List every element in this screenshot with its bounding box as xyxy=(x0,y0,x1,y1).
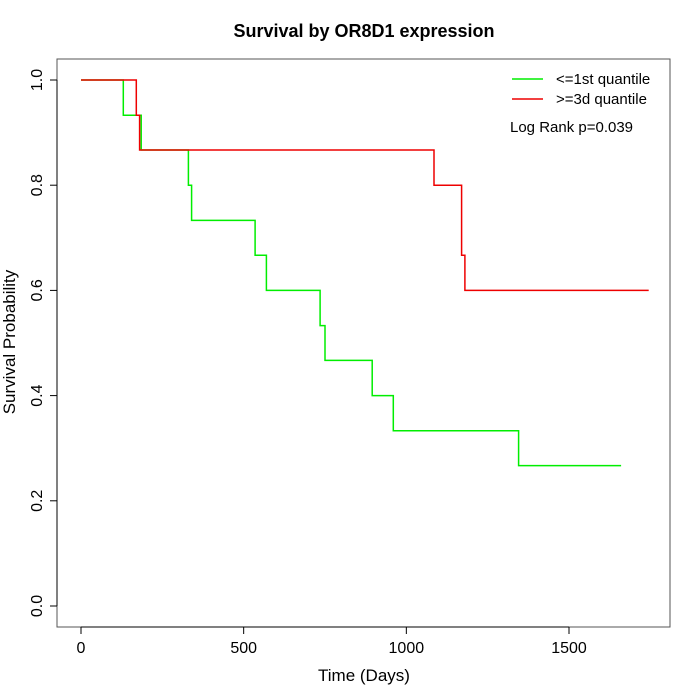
y-tick-label: 0.2 xyxy=(29,490,46,512)
legend-label-0: <=1st quantile xyxy=(556,71,650,88)
legend-label-1: >=3d quantile xyxy=(556,91,647,108)
series-group xyxy=(81,79,649,467)
legend: <=1st quantile >=3d quantile xyxy=(512,71,650,108)
x-tick-label: 0 xyxy=(77,640,86,657)
y-tick-label: 0.6 xyxy=(29,279,46,301)
y-tick-label: 0.0 xyxy=(29,595,46,617)
x-axis: 0 500 1000 1500 xyxy=(77,626,587,657)
x-tick-label: 1000 xyxy=(389,640,425,657)
y-axis-label: Survival Probability xyxy=(0,269,19,414)
log-rank-annotation: Log Rank p=0.039 xyxy=(510,119,633,136)
x-axis-label: Time (Days) xyxy=(318,666,410,685)
y-tick-label: 0.4 xyxy=(29,384,46,406)
y-tick-label: 0.8 xyxy=(29,174,46,196)
chart-title: Survival by OR8D1 expression xyxy=(233,21,494,41)
series-line-0 xyxy=(81,79,622,467)
x-tick-label: 500 xyxy=(230,640,257,657)
series-line-1 xyxy=(81,79,649,292)
plot-frame xyxy=(56,58,671,628)
x-tick-label: 1500 xyxy=(551,640,587,657)
y-axis: 0.0 0.2 0.4 0.6 0.8 1.0 xyxy=(29,69,58,617)
y-tick-label: 1.0 xyxy=(29,69,46,91)
